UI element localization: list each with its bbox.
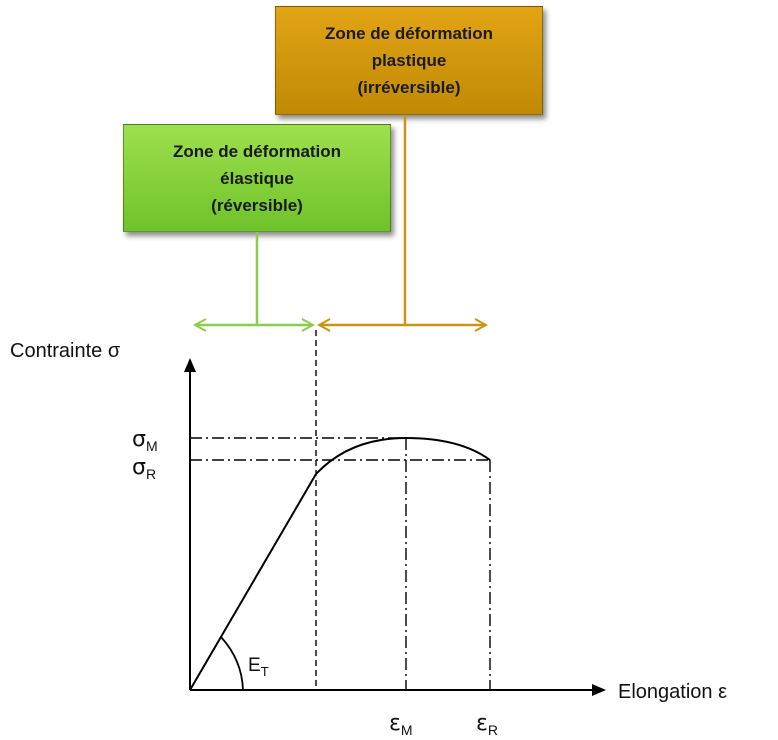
plastic-zone-line2: plastique bbox=[371, 51, 447, 70]
modulus-angle-arc bbox=[220, 636, 244, 691]
elastic-zone-line2: élastique bbox=[220, 168, 294, 188]
epsilon-m-label: εM bbox=[389, 711, 413, 738]
modulus-label: ET bbox=[248, 655, 269, 679]
x-axis-label: Elongation ε bbox=[618, 681, 727, 703]
epsilon-r-label: εR bbox=[476, 711, 498, 738]
y-axis-label: Contrainte σ bbox=[10, 340, 121, 362]
plastic-zone-box: Zone de déformation plastique (irréversi… bbox=[275, 6, 543, 115]
elastic-zone-line3: (réversible) bbox=[211, 195, 303, 215]
stress-strain-curve bbox=[189, 436, 491, 691]
plastic-zone-line1: Zone de déformation bbox=[324, 24, 494, 43]
plastic-zone-line3: (irréversible) bbox=[357, 78, 461, 97]
elastic-zone-box: Zone de déformation élastique (réversibl… bbox=[123, 124, 391, 232]
sigma-r-label: σR bbox=[132, 455, 156, 482]
elastic-zone-line1: Zone de déformation bbox=[172, 141, 342, 161]
sigma-m-label: σM bbox=[132, 427, 158, 454]
